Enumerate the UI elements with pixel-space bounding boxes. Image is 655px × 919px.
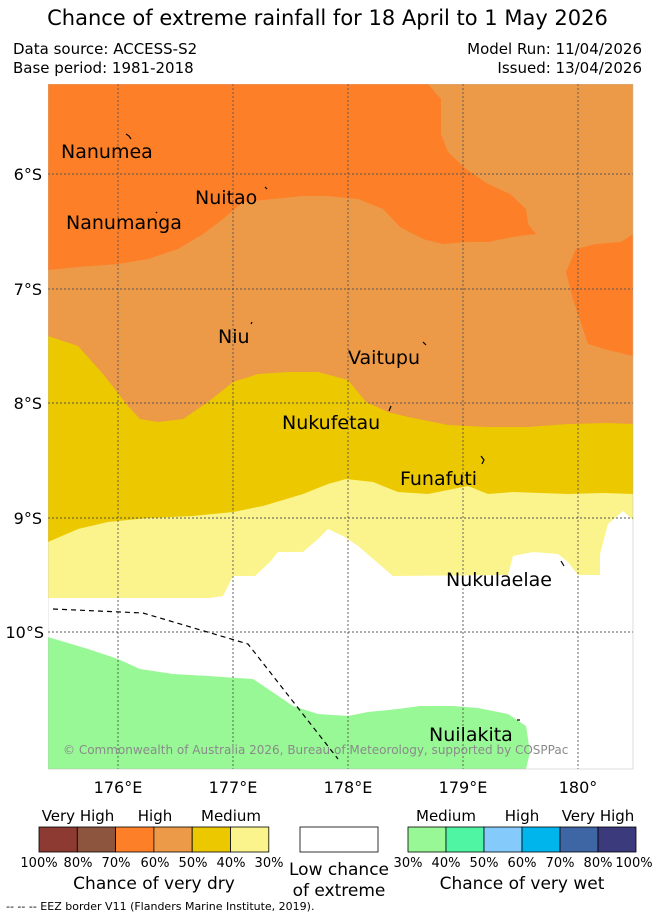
lat-label-6s: 6°S [14, 165, 42, 184]
dry-header-medium: Medium [201, 807, 261, 825]
wet-tick: 50% [470, 856, 499, 871]
wet-swatch-1 [445, 826, 485, 853]
wet-30-40-region [48, 637, 530, 769]
dry-swatch-0 [38, 826, 78, 853]
dry-tick: 80% [64, 856, 93, 871]
low-chance-caption-1: Low chance [289, 860, 389, 880]
low-chance-caption-2: of extreme [293, 881, 386, 900]
legend: Very High High Medium 100% 80% 70% 60% 5… [20, 807, 653, 900]
wet-header-high: High [505, 807, 539, 825]
lon-label-179: 179°E [439, 778, 488, 797]
wet-header-very-high: Very High [562, 807, 635, 825]
map-frame [48, 84, 634, 770]
lon-label-178: 178°E [324, 778, 373, 797]
dry-60-70-east-region [566, 234, 633, 356]
wet-tick: 80% [584, 856, 613, 871]
dry-ticks: 100% 80% 70% 60% 50% 40% 30% [20, 856, 283, 871]
label-nuilakita: Nuilakita [429, 724, 513, 746]
dry-tick: 40% [217, 856, 246, 871]
copyright-notice: © Commonwealth of Australia 2026, Bureau… [63, 743, 568, 757]
map-plot-area: Nanumea Nuitao Nanumanga Niu Vaitupu Nuk… [48, 84, 633, 769]
low-chance-swatch [299, 826, 379, 853]
label-niu: Niu [218, 326, 250, 348]
lat-axis: 6°S 7°S 8°S 9°S 10°S [5, 165, 44, 642]
dry-swatch-1 [76, 826, 117, 853]
wet-swatch-0 [407, 826, 447, 853]
label-nukulaelae: Nukulaelae [446, 569, 552, 591]
eez-note: -- -- -- EEZ border V11 (Flanders Marine… [6, 900, 315, 913]
dry-header-high: High [138, 807, 172, 825]
label-nanumea: Nanumea [61, 141, 153, 163]
dry-tick: 70% [102, 856, 131, 871]
dry-swatch-4 [191, 826, 231, 853]
dry-tick: 100% [20, 856, 57, 871]
base-period: Base period: 1981-2018 [13, 59, 194, 77]
label-nuitao: Nuitao [195, 187, 257, 209]
wet-swatch-3 [521, 826, 561, 853]
wet-tick: 60% [508, 856, 537, 871]
wet-tick: 100% [615, 856, 652, 871]
meta-right: Model Run: 11/04/2026 Issued: 13/04/2026 [467, 40, 642, 78]
lat-label-10s: 10°S [5, 623, 44, 642]
lon-label-180: 180° [559, 778, 598, 797]
wet-tick: 40% [432, 856, 461, 871]
eez-border [52, 608, 339, 760]
issued-date: Issued: 13/04/2026 [497, 59, 642, 77]
wet-swatch-2 [483, 826, 523, 853]
wet-header-medium: Medium [416, 807, 476, 825]
lat-label-9s: 9°S [14, 509, 42, 528]
wet-tick: 70% [546, 856, 575, 871]
dry-tick: 50% [179, 856, 208, 871]
dry-swatch-5 [230, 826, 270, 853]
island-markers [125, 133, 565, 721]
map-gridlines [48, 84, 633, 769]
dry-tick: 30% [255, 856, 284, 871]
dry-swatch-3 [153, 826, 193, 853]
model-run: Model Run: 11/04/2026 [467, 40, 642, 58]
wet-swatches [407, 826, 637, 853]
dry-60-70-region [48, 84, 536, 270]
meta-left: Data source: ACCESS-S2 Base period: 1981… [13, 40, 197, 78]
label-funafuti: Funafuti [400, 468, 477, 490]
wet-ticks: 30% 40% 50% 60% 70% 80% 100% [394, 856, 653, 871]
rainfall-map: Nanumea Nuitao Nanumanga Niu Vaitupu Nuk… [48, 84, 634, 797]
label-nukufetau: Nukufetau [282, 412, 380, 434]
wet-caption: Chance of very wet [440, 874, 605, 894]
dry-header-very-high: Very High [42, 807, 115, 825]
wet-swatch-5 [597, 826, 637, 853]
label-nanumanga: Nanumanga [66, 212, 182, 234]
dry-swatch-2 [115, 826, 155, 853]
data-source: Data source: ACCESS-S2 [13, 40, 198, 58]
wet-tick: 30% [394, 856, 423, 871]
label-vaitupu: Vaitupu [348, 347, 420, 369]
dry-caption: Chance of very dry [73, 874, 235, 894]
dry-swatches [38, 826, 270, 853]
lon-label-177: 177°E [209, 778, 258, 797]
dry-tick: 60% [141, 856, 170, 871]
lat-label-8s: 8°S [14, 394, 42, 413]
lon-label-176: 176°E [94, 778, 143, 797]
wet-swatch-4 [559, 826, 599, 853]
map-title: Chance of extreme rainfall for 18 April … [47, 6, 608, 30]
lat-label-7s: 7°S [14, 280, 42, 299]
